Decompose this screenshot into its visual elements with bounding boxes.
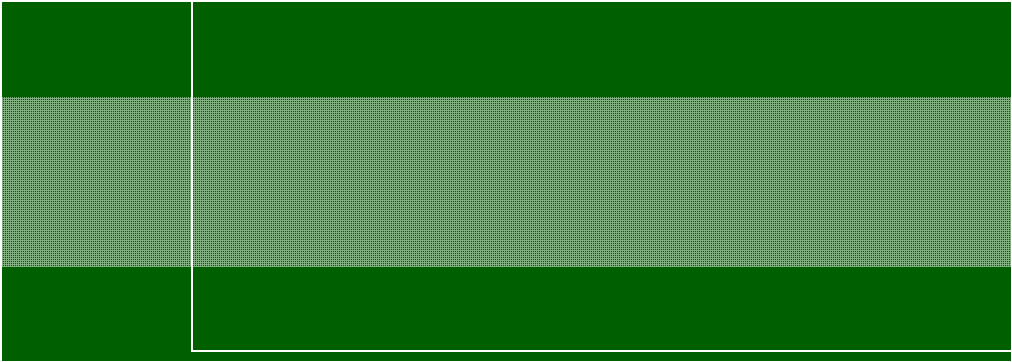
panel-outline (191, 2, 1011, 352)
dotted-band (2, 97, 1011, 267)
